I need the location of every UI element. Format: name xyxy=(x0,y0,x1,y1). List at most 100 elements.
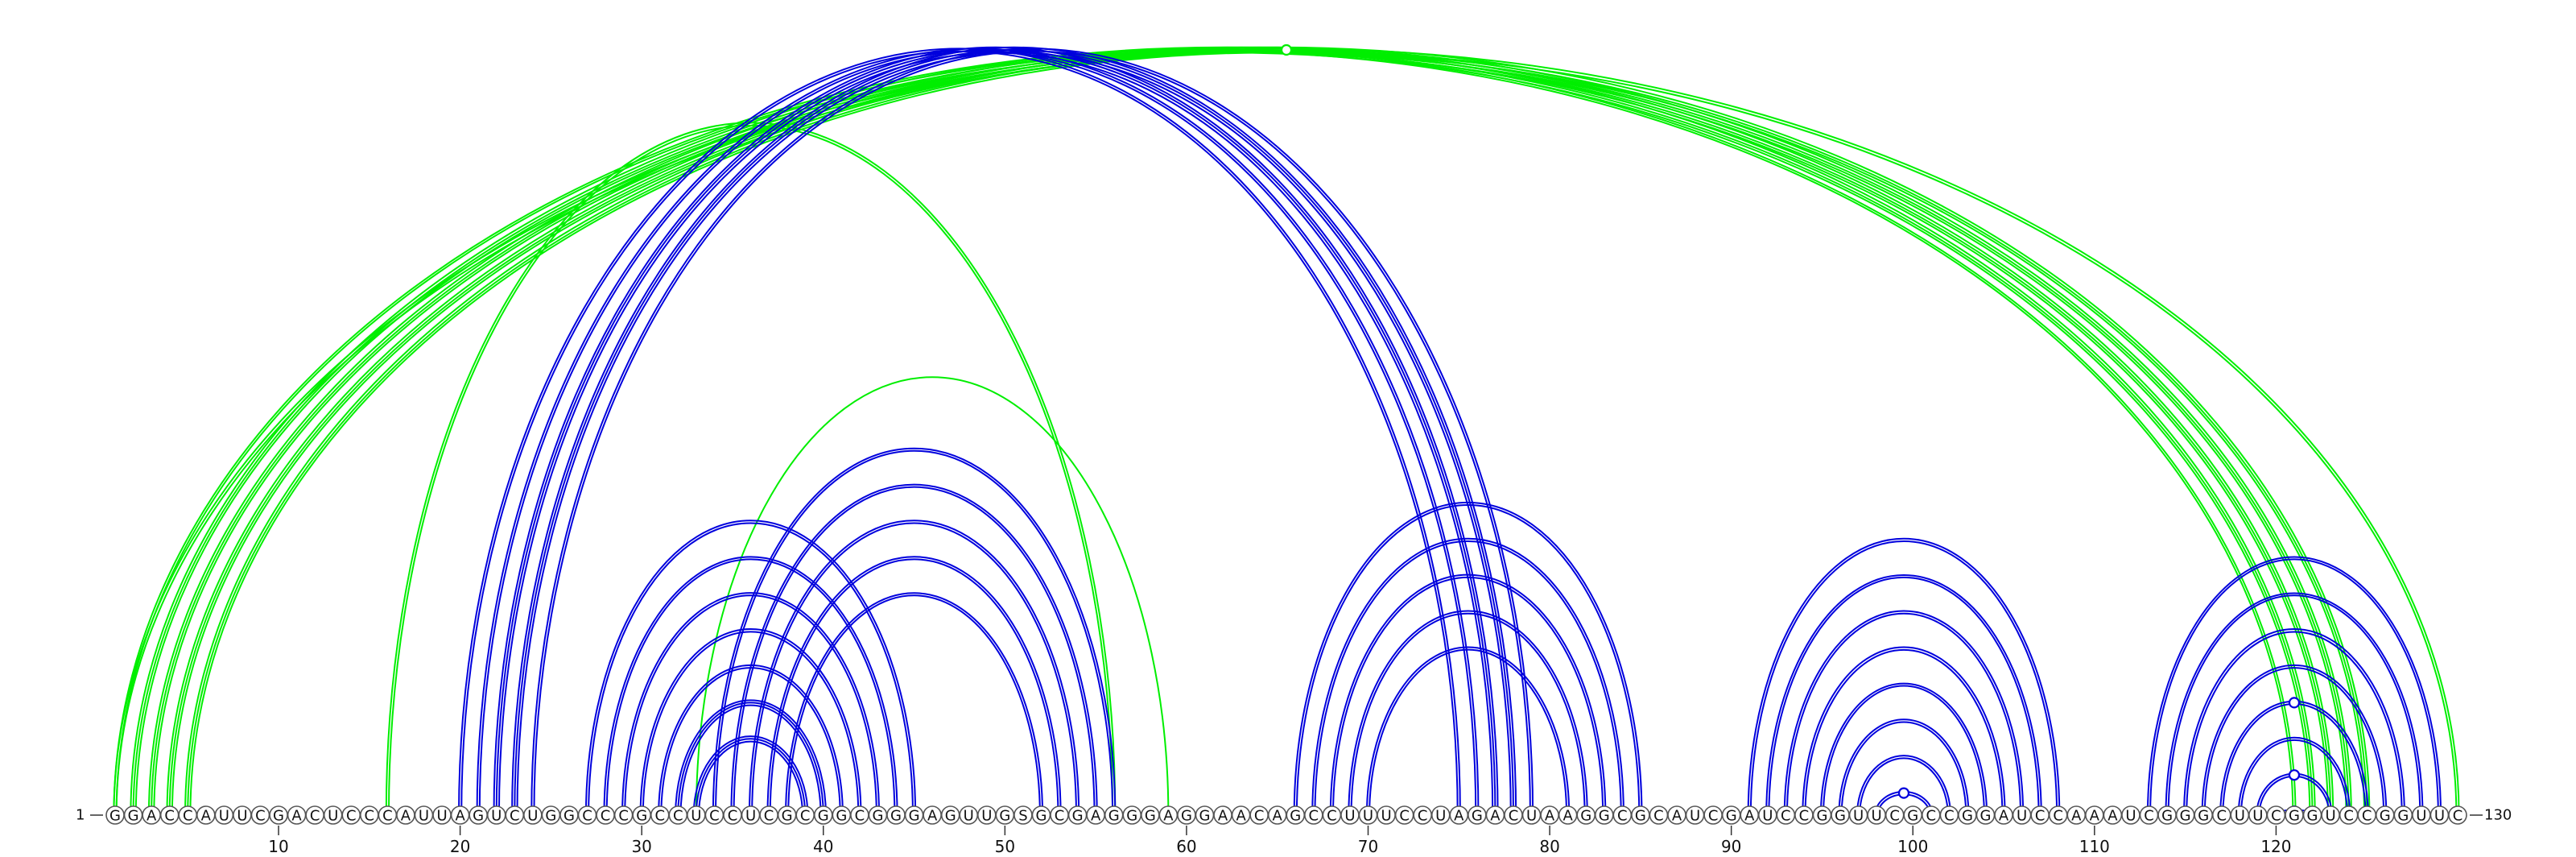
tick-label-80: 80 xyxy=(1539,837,1559,856)
nucleotide-97: U xyxy=(1848,805,1868,825)
nucleotide-116: G xyxy=(2194,805,2213,825)
nucleotide-50: G xyxy=(995,805,1015,825)
nucleotide-125: C xyxy=(2357,805,2377,825)
nucleotide-33: U xyxy=(687,805,706,825)
nucleotide-99: C xyxy=(1885,805,1905,825)
nucleotide-34: C xyxy=(704,805,724,825)
nucleotide-62: A xyxy=(1213,805,1232,825)
nucleotide-67: C xyxy=(1304,805,1323,825)
base-pair-arc-blue-35-55 xyxy=(733,486,1096,816)
nucleotide-letter: C xyxy=(1309,808,1319,825)
nucleotide-71: U xyxy=(1377,805,1396,825)
nucleotide-letter: U xyxy=(1762,808,1773,825)
tick-label-120: 120 xyxy=(2260,837,2291,856)
nucleotide-66: G xyxy=(1286,805,1306,825)
base-pair-arc-green-33-59 xyxy=(696,377,1169,815)
base-pair-arc-green-1-121 xyxy=(115,50,2294,816)
nucleotide-26: G xyxy=(559,805,579,825)
nucleotide-115: G xyxy=(2175,805,2195,825)
nucleotide-39: C xyxy=(795,805,815,825)
nucleotide-letter: U xyxy=(2125,808,2136,825)
nucleotide-letter: G xyxy=(564,808,575,825)
base-pair-arc-blue-94-105 xyxy=(1802,646,2006,816)
nucleotide-30: G xyxy=(632,805,651,825)
nucleotide-28: C xyxy=(596,805,615,825)
nucleotide-43: G xyxy=(868,805,888,825)
nucleotide-92: U xyxy=(1757,805,1777,825)
nucleotide-75: A xyxy=(1449,805,1469,825)
nucleotide-letter: C xyxy=(346,808,357,825)
nucleotide-letter: G xyxy=(2380,808,2391,825)
nucleotide-letter: C xyxy=(1418,808,1428,825)
nucleotide-letter: C xyxy=(800,808,811,825)
nucleotide-55: A xyxy=(1086,805,1105,825)
nucleotide-letter: G xyxy=(128,808,139,825)
nucleotide-letter: A xyxy=(1218,808,1228,825)
nucleotide-12: C xyxy=(305,805,324,825)
nucleotide-78: C xyxy=(1504,805,1523,825)
nucleotide-52: G xyxy=(1031,805,1051,825)
nucleotide-114: G xyxy=(2157,805,2177,825)
nucleotide-letter: G xyxy=(2289,808,2300,825)
nucleotide-letter: C xyxy=(1708,808,1719,825)
nucleotide-letter: A xyxy=(1744,808,1755,825)
nucleotide-56: G xyxy=(1104,805,1124,825)
nucleotide-letter: G xyxy=(1126,808,1137,825)
nucleotide-letter: C xyxy=(1055,808,1065,825)
nucleotide-105: A xyxy=(1994,805,2013,825)
nucleotide-letter: A xyxy=(2107,808,2118,825)
nucleotide-letter: C xyxy=(764,808,774,825)
nucleotide-letter: C xyxy=(855,808,865,825)
nucleotide-27: C xyxy=(577,805,597,825)
nucleotide-letter: A xyxy=(401,808,411,825)
base-pair-arc-green-1-121 xyxy=(113,48,2297,816)
base-pair-arc-green-3-123 xyxy=(151,50,2330,815)
nucleotide-letter: G xyxy=(1980,808,1992,825)
nucleotide-letter: A xyxy=(2071,808,2082,825)
nucleotide-88: U xyxy=(1685,805,1705,825)
nucleotide-86: C xyxy=(1649,805,1669,825)
nucleotide-letter: U xyxy=(2252,808,2263,825)
nucleotide-letter: S xyxy=(1018,808,1027,825)
nucleotide-104: G xyxy=(1975,805,1996,825)
base-pair-arc-blue-94-105 xyxy=(1804,648,2004,816)
nucleotide-letter: A xyxy=(1545,808,1555,825)
base-pair-arc-blue-113-129 xyxy=(2146,556,2442,816)
base-pair-arc-blue-96-103 xyxy=(1840,721,1967,816)
nucleotide-11: A xyxy=(287,805,307,825)
base-pair-arc-blue-22-77 xyxy=(495,49,1496,816)
nucleotide-letter: G xyxy=(2397,808,2409,825)
nucleotide-80: A xyxy=(1540,805,1559,825)
tick-label-110: 110 xyxy=(2079,837,2110,856)
nucleotide-letter: G xyxy=(1145,808,1156,825)
nucleotide-letter: U xyxy=(2434,808,2445,825)
nucleotide-letter: G xyxy=(273,808,284,825)
nucleotide-117: C xyxy=(2211,805,2231,825)
nucleotide-letter: G xyxy=(2180,808,2191,825)
base-pair-arc-blue-32-40 xyxy=(675,699,827,816)
nucleotide-65: A xyxy=(1267,805,1287,825)
nucleotide-letter: A xyxy=(927,808,938,825)
nucleotide-61: G xyxy=(1195,805,1215,825)
nucleotide-17: A xyxy=(396,805,415,825)
nucleotide-58: G xyxy=(1141,805,1160,825)
nucleotide-letter: A xyxy=(1563,808,1573,825)
base-pair-arc-blue-69-82 xyxy=(1348,610,1588,816)
base-pair-arc-blue-70-81 xyxy=(1365,646,1571,816)
nucleotide-83: G xyxy=(1594,805,1614,825)
nucleotide-letter: A xyxy=(291,808,302,825)
nucleotide-48: U xyxy=(959,805,979,825)
base-pair-arc-blue-31-41 xyxy=(658,664,844,816)
nucleotide-letter: G xyxy=(909,808,920,825)
nucleotide-63: A xyxy=(1231,805,1251,825)
nucleotide-73: C xyxy=(1413,805,1432,825)
nucleotide-10: G xyxy=(269,805,288,825)
base-pair-arc-blue-97-102 xyxy=(1859,757,1949,816)
nucleotide-letter: G xyxy=(945,808,956,825)
nucleotide-37: C xyxy=(759,805,778,825)
nucleotide-letter: G xyxy=(545,808,556,825)
nucleotide-letter: A xyxy=(1236,808,1246,825)
nucleotide-letter: C xyxy=(1254,808,1265,825)
nucleotide-letter: C xyxy=(1509,808,1519,825)
